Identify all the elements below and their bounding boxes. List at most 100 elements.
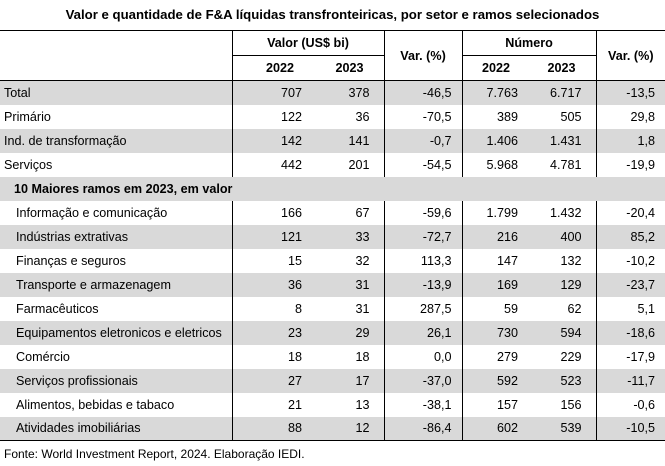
cell-v2022: 36 xyxy=(231,272,314,297)
cell-v2023: 18 xyxy=(355,349,370,364)
table-row: Equipamentos eletronicos e eletricos 23 29… xyxy=(0,320,665,345)
table-row: Comércio 18 18 0,0 279 229 -17,9 xyxy=(0,344,665,369)
cell-vvar: 0,0 xyxy=(383,344,463,369)
cell-v2023: 378 xyxy=(314,80,385,105)
cell-n2023: 62 xyxy=(567,301,582,316)
cell-n2022: 602 xyxy=(461,416,531,441)
row-label: Comércio xyxy=(16,349,70,364)
cell-v2022: 8 xyxy=(231,296,314,321)
cell-nvar: 85,2 xyxy=(595,224,665,249)
cell-vvar: -72,7 xyxy=(383,224,463,249)
cell-vvar: -38,1 xyxy=(383,392,463,417)
cell-n2023: 539 xyxy=(530,416,597,441)
header-valor-group: Valor (US$ bi) xyxy=(231,30,385,56)
table-row: Farmacêuticos 8 31 287,5 59 62 5,1 xyxy=(0,296,665,321)
cell-vvar: -13,9 xyxy=(383,272,463,297)
row-label: Primário xyxy=(4,109,51,124)
cell-vvar: -70,5 xyxy=(383,104,463,129)
cell-nvar: 5,1 xyxy=(595,296,665,321)
cell-n2023: 4.781 xyxy=(550,157,582,172)
cell-nvar: -23,7 xyxy=(595,272,665,297)
cell-n2023: 6.717 xyxy=(530,80,597,105)
cell-v2022: 15 xyxy=(231,248,314,273)
cell-v2022: 707 xyxy=(231,80,314,105)
header-row-groups: Valor (US$ bi) Var. (%) Número Var. (%) xyxy=(0,30,665,81)
cell-vvar: -37,0 xyxy=(383,368,463,393)
cell-nvar: -20,4 xyxy=(595,200,665,225)
header-numero-var: Var. (%) xyxy=(595,30,665,81)
row-label: Equipamentos eletronicos e eletricos xyxy=(0,320,232,345)
table-row: Serviços profissionais 27 17 -37,0 592 523 -11… xyxy=(0,368,665,393)
cell-n2023: 129 xyxy=(530,272,597,297)
cell-v2022: 121 xyxy=(231,224,314,249)
cell-n2022: 7.763 xyxy=(461,80,531,105)
cell-v2023: 33 xyxy=(314,224,385,249)
table-row: Serviços 442 201 -54,5 5.968 4.781 -19,9 xyxy=(0,152,665,177)
row-label: Atividades imobiliárias xyxy=(0,416,232,441)
table-row: Atividades imobiliárias 88 12 -86,4 602 539 -1… xyxy=(0,416,665,441)
row-label: Finanças e seguros xyxy=(16,253,126,268)
cell-n2023: 1.431 xyxy=(530,128,597,153)
cell-n2022: 1.406 xyxy=(461,128,531,153)
cell-v2023: 13 xyxy=(355,397,370,412)
cell-nvar: -11,7 xyxy=(595,368,665,393)
cell-nvar: -10,2 xyxy=(595,248,665,273)
cell-n2022: 730 xyxy=(461,320,531,345)
header-empty-cell xyxy=(0,31,232,81)
cell-v2022: 18 xyxy=(231,344,314,369)
header-valor-2023: 2023 xyxy=(335,61,364,75)
table-row: Alimentos, bebidas e tabaco 21 13 -38,1 157 1… xyxy=(0,392,665,417)
cell-v2023: 141 xyxy=(314,128,385,153)
cell-nvar: 29,8 xyxy=(595,104,665,129)
cell-nvar: -17,9 xyxy=(595,344,665,369)
cell-n2022: 592 xyxy=(461,368,531,393)
table-row: Transporte e armazenagem 36 31 -13,9 169 129-… xyxy=(0,272,665,297)
table-row: Ind. de transformação 142 141 -0,7 1.406 1.43… xyxy=(0,128,665,153)
row-label: Farmacêuticos xyxy=(16,301,99,316)
cell-nvar: -18,6 xyxy=(595,320,665,345)
table-row: Total 707 378 -46,5 7.763 6.717 -13,5 xyxy=(0,80,665,105)
cell-v2023: 31 xyxy=(314,272,385,297)
row-label: Indústrias extrativas xyxy=(0,224,232,249)
cell-v2022: 122 xyxy=(231,104,314,129)
cell-v2022: 88 xyxy=(231,416,314,441)
header-row-years: 2022 2023 2022 2023 xyxy=(0,55,665,81)
table-title: Valor e quantidade de F&A líquidas trans… xyxy=(65,7,600,22)
cell-n2023: 400 xyxy=(530,224,597,249)
cell-v2023: 32 xyxy=(355,253,370,268)
cell-n2022: 169 xyxy=(461,272,531,297)
cell-vvar: 26,1 xyxy=(383,320,463,345)
cell-nvar: 1,8 xyxy=(595,128,665,153)
cell-vvar: -0,7 xyxy=(383,128,463,153)
cell-v2023: 67 xyxy=(355,205,370,220)
cell-n2022: 59 xyxy=(461,296,531,321)
table-row: Indústrias extrativas 121 33 -72,7 216 400 85,… xyxy=(0,224,665,249)
cell-v2023: 29 xyxy=(314,320,385,345)
header-numero-2022: 2022 xyxy=(461,55,531,81)
cell-vvar: -86,4 xyxy=(383,416,463,441)
row-label: Serviços xyxy=(4,157,53,172)
cell-vvar: -54,5 xyxy=(383,152,463,177)
cell-v2022: 442 xyxy=(231,152,314,177)
cell-v2023: 12 xyxy=(314,416,385,441)
cell-v2022: 27 xyxy=(231,368,314,393)
cell-vvar: -46,5 xyxy=(383,80,463,105)
row-label: Serviços profissionais xyxy=(0,368,232,393)
cell-nvar: -19,9 xyxy=(595,152,665,177)
table-body: Total 707 378 -46,5 7.763 6.717 -13,5 Primário 1… xyxy=(0,80,665,441)
cell-v2023: 36 xyxy=(355,109,370,124)
data-table: Valor (US$ bi) Var. (%) Número Var. (%) … xyxy=(0,30,665,441)
row-label: Ind. de transformação xyxy=(0,128,232,153)
cell-v2023: 17 xyxy=(314,368,385,393)
cell-v2022: 142 xyxy=(231,128,314,153)
cell-n2022: 1.799 xyxy=(461,200,531,225)
cell-n2022: 389 xyxy=(461,104,531,129)
cell-v2022: 166 xyxy=(231,200,314,225)
cell-vvar: 287,5 xyxy=(383,296,463,321)
cell-v2023: 201 xyxy=(348,157,370,172)
cell-n2022: 147 xyxy=(461,248,531,273)
cell-n2023: 1.432 xyxy=(550,205,582,220)
cell-v2022: 21 xyxy=(231,392,314,417)
table-row: Primário 122 36 -70,5 389 505 29,8 xyxy=(0,104,665,129)
cell-nvar: -13,5 xyxy=(595,80,665,105)
